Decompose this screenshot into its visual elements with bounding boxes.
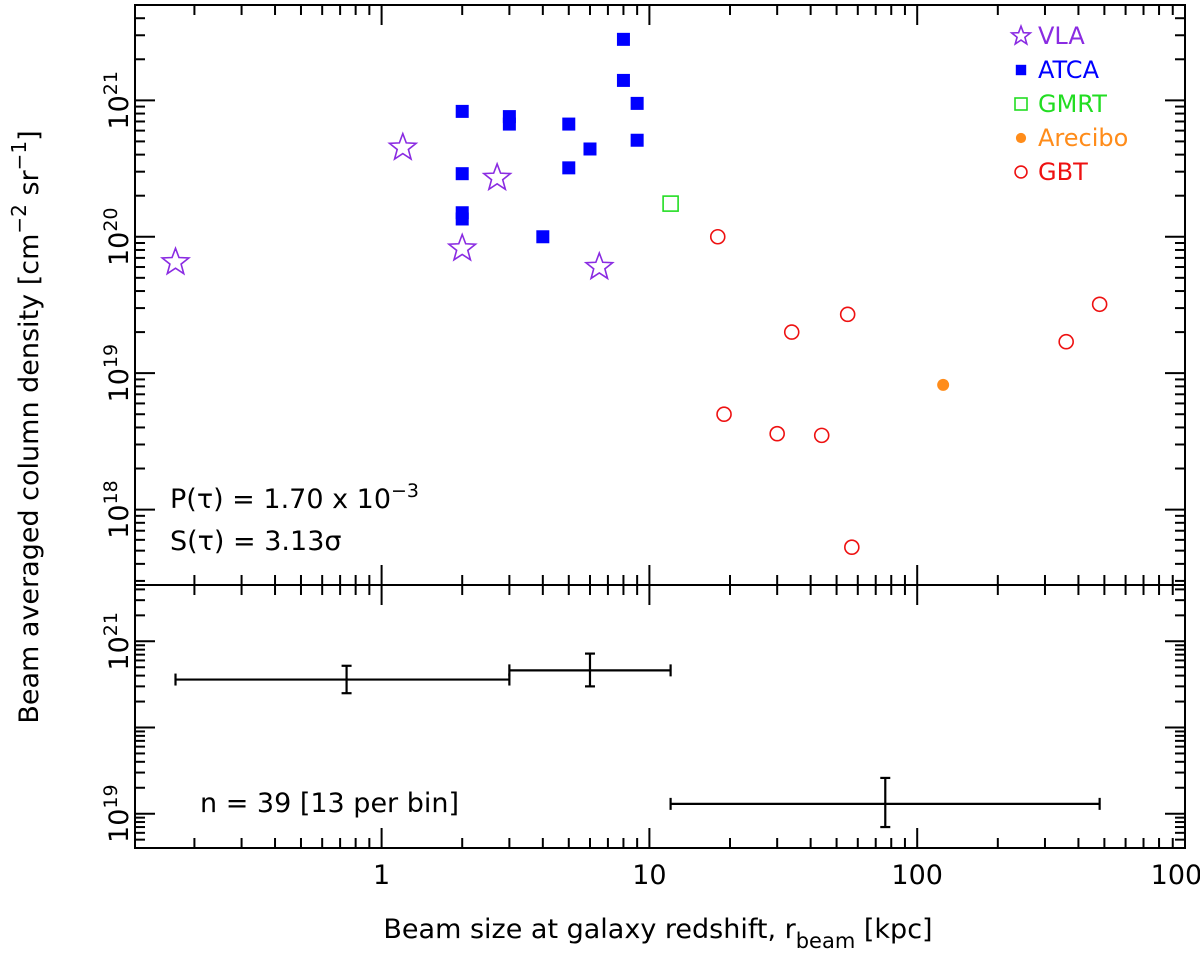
p-tau-annotation: P(τ) = 1.70 x 10−3 [170,480,419,515]
atca-point [616,73,630,87]
legend-vla-marker [1009,23,1033,46]
gbt-point [709,228,726,245]
gbt-point [839,306,856,323]
atca-point [562,161,576,175]
bin-3 [669,776,1101,829]
vla-point [160,245,191,276]
gbt-point [813,427,830,444]
bottom-panel-bins [174,652,1101,829]
atca-point [455,167,469,181]
gbt-point [844,539,860,555]
gbt-point [769,425,785,442]
top-panel-y-ticks: 1018 1019 1020 1021 [100,4,1185,582]
vla-point [387,131,419,161]
atca-point [502,117,516,131]
gmrt-point [662,195,679,212]
legend-gbt-marker [1014,165,1028,179]
bin-1 [174,664,511,695]
atca-point [536,230,550,244]
x-tick-label: 1000 [1151,860,1200,891]
n-annotation: n = 39 [13 per bin] [200,788,459,819]
legend-gbt-label: GBT [1038,158,1088,186]
top-panel-data-points [160,32,1108,555]
y-tick-label: 1018 [100,480,135,539]
gbt-point [1058,333,1074,350]
legend-arecibo-label: Arecibo [1038,124,1128,152]
bin-2 [508,652,672,688]
atca-point [583,142,597,156]
y-tick-label: 1019 [100,784,135,843]
x-axis-label: Beam size at galaxy redshift, rbeam [kpc… [383,914,932,953]
legend-atca-marker [1015,64,1027,76]
legend-arecibo-marker [1015,132,1027,144]
vla-point [583,250,615,281]
atca-point [616,32,630,46]
y-tick-label: 1021 [100,612,135,671]
legend-gmrt-marker [1014,97,1028,111]
vla-point [481,161,513,192]
gbt-point [1091,296,1108,313]
legend: VLA ATCA GMRT Arecibo GBT [1009,22,1128,186]
legend-vla-label: VLA [1038,22,1085,50]
atca-point [630,133,644,147]
atca-point [630,96,644,110]
y-tick-label: 1019 [100,344,135,403]
gbt-point [783,324,800,340]
bottom-panel-y-ticks: 1019 1021 [100,588,1185,849]
s-tau-annotation: S(τ) = 3.13σ [170,526,341,557]
y-axis-label: Beam averaged column density [cm−2 sr−1] [7,130,45,723]
top-panel-x-ticks [193,5,1186,585]
vla-point [446,232,478,262]
x-tick-label: 10 [632,860,666,891]
x-tick-label: 100 [891,860,943,891]
y-tick-label: 1021 [100,71,135,130]
atca-point [562,117,576,131]
legend-atca-label: ATCA [1038,56,1100,84]
x-tick-label: 1 [373,860,390,891]
legend-gmrt-label: GMRT [1038,90,1107,118]
arecibo-point [937,378,950,391]
y-tick-label: 1020 [100,207,135,266]
bottom-panel-frame [134,584,1186,849]
bottom-panel-x-ticks: 1 10 100 1000 [193,585,1200,891]
gbt-point [716,406,732,423]
atca-point [455,212,469,226]
atca-point [455,104,469,118]
